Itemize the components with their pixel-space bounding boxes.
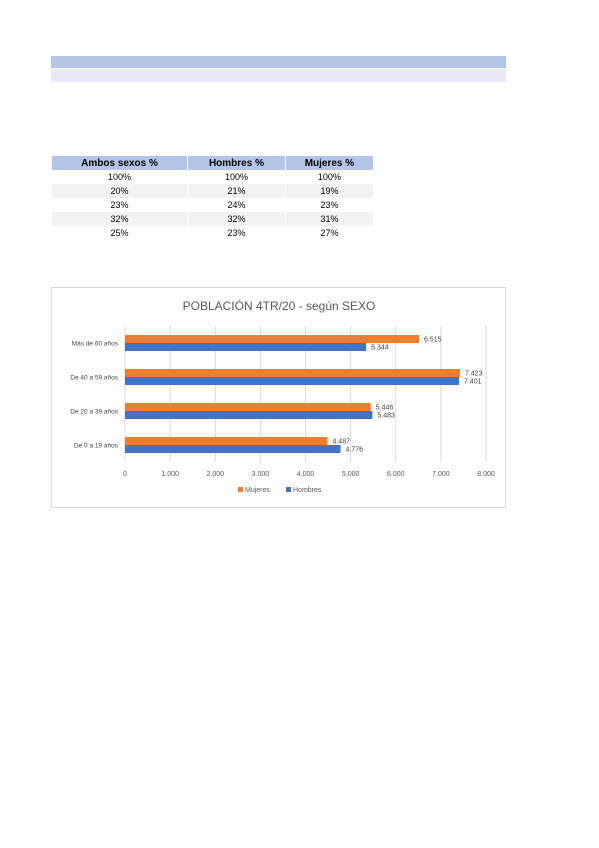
legend-swatch-mujeres xyxy=(238,487,243,492)
legend-swatch-hombres xyxy=(286,487,291,492)
subheader-band xyxy=(51,69,506,82)
x-tick-label: 2.000 xyxy=(206,471,224,478)
data-label: 4.487 xyxy=(332,439,350,446)
data-label: 7.423 xyxy=(465,371,483,378)
table-cell: 21% xyxy=(188,184,285,198)
header-band xyxy=(51,56,506,68)
bar-hombres xyxy=(125,445,341,453)
table-cell: 100% xyxy=(224,172,248,182)
x-tick-label: 4.000 xyxy=(297,471,315,478)
percentage-table: Ambos sexos % Hombres % Mujeres % 100% 1… xyxy=(51,156,374,240)
category-label: De 40 a 59 años xyxy=(70,375,118,382)
table-cell: 32% xyxy=(52,212,188,226)
x-tick-label: 6.000 xyxy=(387,471,405,478)
bar-mujeres xyxy=(125,403,371,411)
bar-mujeres xyxy=(125,369,460,377)
bar-hombres xyxy=(125,377,459,385)
table-cell: 100% xyxy=(108,172,132,182)
data-label: 4.776 xyxy=(346,447,364,454)
population-chart: POBLACIÓN 4TR/20 - según SEXO 0 1.000 2.000… xyxy=(51,287,506,508)
category-label: De 0 a 19 años xyxy=(74,443,119,450)
category-label: Más de 60 años xyxy=(72,341,119,348)
legend-label: Hombres xyxy=(293,487,322,494)
x-tick-label: 5.000 xyxy=(342,471,360,478)
table-cell: 23% xyxy=(320,200,339,210)
bar-hombres xyxy=(125,411,373,419)
table-header-row: Ambos sexos % Hombres % Mujeres % xyxy=(52,156,373,170)
table-cell: 23% xyxy=(110,200,129,210)
category-label: De 20 a 39 años xyxy=(70,409,118,416)
col-header-mujeres: Mujeres % xyxy=(285,156,373,170)
table-cell: 100% xyxy=(317,172,341,182)
bar-mujeres xyxy=(125,437,328,445)
x-tick-label: 1.000 xyxy=(161,471,179,478)
table-row: 25% 23% 27% xyxy=(52,226,373,240)
x-tick-label: 7.000 xyxy=(432,471,450,478)
table-cell: 31% xyxy=(285,212,373,226)
table-cell: 23% xyxy=(227,228,246,238)
bar-mujeres xyxy=(125,335,419,343)
table-cell: 27% xyxy=(320,228,339,238)
table-cell: 25% xyxy=(110,228,129,238)
x-tick-label: 8.000 xyxy=(477,471,495,478)
x-tick-label: 0 xyxy=(123,471,127,478)
data-label: 5.344 xyxy=(371,345,389,352)
table-cell: 20% xyxy=(52,184,188,198)
col-header-hombres: Hombres % xyxy=(188,156,285,170)
data-label: 6.515 xyxy=(424,337,442,344)
table-row: 100% 100% 100% xyxy=(52,170,373,184)
x-tick-label: 3.000 xyxy=(252,471,270,478)
chart-title: POBLACIÓN 4TR/20 - según SEXO xyxy=(183,298,376,313)
data-label: 5.446 xyxy=(376,405,394,412)
table-cell: 32% xyxy=(188,212,285,226)
table-row: 23% 24% 23% xyxy=(52,198,373,212)
table-row: 32% 32% 31% xyxy=(52,212,373,226)
table-cell: 24% xyxy=(227,200,246,210)
bar-hombres xyxy=(125,343,367,351)
table-cell: 19% xyxy=(285,184,373,198)
legend-label: Mujeres xyxy=(245,487,270,494)
chart-svg: POBLACIÓN 4TR/20 - según SEXO 0 1.000 2.000… xyxy=(70,298,495,494)
col-header-ambos: Ambos sexos % xyxy=(52,156,188,170)
data-label: 5.483 xyxy=(377,413,395,420)
data-label: 7.401 xyxy=(464,379,482,386)
table-row: 20% 21% 19% xyxy=(52,184,373,198)
